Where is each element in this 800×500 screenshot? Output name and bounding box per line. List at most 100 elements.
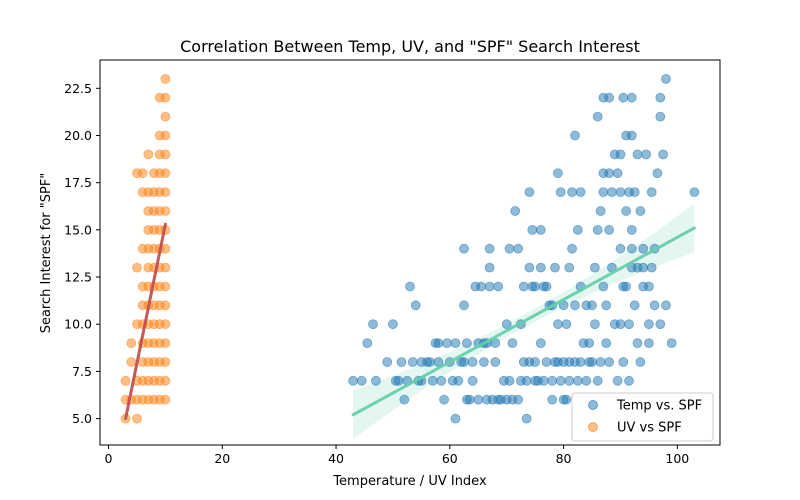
legend-marker-temp — [588, 400, 598, 410]
data-point-s0-168 — [629, 300, 640, 311]
data-point-s0-114 — [572, 375, 583, 386]
data-point-s0-105 — [561, 319, 572, 330]
data-point-s0-156 — [621, 206, 631, 216]
data-point-s0-80 — [530, 357, 540, 367]
data-point-s1-65 — [160, 375, 171, 386]
data-point-s0-177 — [641, 149, 651, 160]
y-tick-label-5: 17.5 — [64, 175, 92, 190]
data-point-s1-34 — [143, 149, 154, 160]
data-point-s0-10 — [399, 394, 410, 405]
data-point-s0-167 — [629, 187, 640, 198]
data-point-s0-126 — [590, 319, 600, 330]
data-point-s0-109 — [567, 187, 577, 198]
data-point-s0-118 — [575, 187, 586, 198]
data-point-s1-71 — [160, 262, 171, 273]
data-point-s0-135 — [598, 187, 609, 198]
data-point-s0-19 — [424, 357, 435, 367]
data-point-s0-141 — [604, 224, 614, 235]
data-point-s0-104 — [561, 394, 572, 405]
data-point-s0-165 — [626, 130, 637, 141]
data-point-s1-10 — [132, 262, 142, 273]
data-point-s0-190 — [661, 74, 671, 84]
data-point-s1-67 — [160, 338, 171, 349]
data-point-s0-115 — [572, 224, 583, 235]
data-point-s0-22 — [433, 338, 444, 349]
y-tick-label-6: 20.0 — [64, 128, 92, 143]
data-point-s0-124 — [587, 357, 597, 367]
data-point-s0-30 — [450, 413, 461, 424]
data-point-s0-9 — [396, 357, 407, 367]
data-point-s1-69 — [160, 300, 171, 311]
data-point-s0-46 — [478, 357, 489, 367]
data-point-s0-86 — [538, 375, 549, 386]
x-tick-label-1: 20 — [214, 451, 230, 466]
data-point-s0-1 — [356, 375, 367, 386]
data-point-s0-116 — [575, 357, 586, 367]
data-point-s0-8 — [393, 375, 404, 386]
fit-line-s1 — [124, 222, 167, 421]
data-point-s0-3 — [368, 319, 378, 330]
data-point-s0-60 — [501, 319, 512, 330]
data-point-s0-166 — [626, 92, 637, 103]
data-point-s0-85 — [535, 224, 546, 235]
data-point-s0-88 — [541, 357, 552, 367]
data-point-s1-2 — [120, 375, 131, 386]
data-point-s0-138 — [601, 300, 612, 311]
data-point-s0-91 — [547, 394, 558, 405]
data-point-s0-171 — [632, 149, 643, 160]
data-point-s0-111 — [570, 130, 580, 141]
data-point-s0-161 — [624, 319, 634, 330]
data-point-s0-176 — [638, 262, 649, 273]
data-point-s0-84 — [535, 262, 546, 273]
data-point-s1-78 — [160, 130, 171, 141]
data-point-s0-153 — [618, 92, 629, 103]
data-point-s0-40 — [467, 357, 478, 367]
data-point-s0-129 — [592, 224, 603, 235]
data-point-s0-96 — [553, 168, 563, 179]
x-tick-label-2: 40 — [328, 451, 344, 466]
x-axis-title: Temperature / UV Index — [332, 474, 487, 489]
data-point-s0-131 — [595, 357, 606, 367]
data-point-s1-64 — [160, 394, 171, 405]
data-point-s0-180 — [644, 338, 654, 349]
data-point-s1-77 — [160, 149, 171, 160]
data-point-s0-95 — [550, 262, 560, 273]
data-point-s0-25 — [439, 394, 450, 405]
data-point-s0-143 — [607, 187, 617, 198]
data-point-s0-2 — [362, 338, 373, 349]
data-point-s1-21 — [137, 168, 148, 179]
data-point-s0-120 — [581, 375, 592, 386]
data-point-s0-173 — [635, 357, 646, 367]
data-point-s0-26 — [442, 338, 452, 349]
data-point-s0-164 — [626, 224, 637, 235]
x-tick-label-5: 100 — [665, 451, 689, 466]
data-point-s0-150 — [615, 243, 626, 254]
data-point-s0-4 — [370, 375, 381, 386]
y-tick-label-4: 15.0 — [64, 222, 92, 237]
data-point-s1-66 — [160, 357, 171, 367]
data-point-s0-36 — [461, 338, 472, 349]
data-point-s0-169 — [632, 338, 643, 349]
data-point-s0-172 — [635, 206, 646, 216]
data-point-s1-5 — [126, 338, 137, 349]
data-point-s0-97 — [553, 319, 563, 330]
data-point-s0-14 — [410, 300, 421, 311]
data-point-s0-61 — [504, 375, 515, 386]
data-point-s0-178 — [644, 319, 654, 330]
data-point-s0-151 — [615, 187, 626, 198]
data-point-s0-125 — [587, 300, 597, 311]
data-point-s0-38 — [464, 394, 475, 405]
data-point-s0-182 — [646, 187, 657, 198]
data-point-s0-149 — [615, 319, 626, 330]
data-point-s0-67 — [513, 243, 523, 254]
data-point-s0-6 — [387, 319, 398, 330]
data-point-s0-5 — [382, 357, 393, 367]
data-point-s0-43 — [473, 394, 484, 405]
data-point-s0-186 — [655, 92, 666, 103]
data-point-s0-50 — [484, 262, 495, 273]
data-point-s0-108 — [564, 262, 575, 273]
data-point-s0-64 — [507, 338, 518, 349]
data-point-s0-83 — [535, 338, 546, 349]
ticks: 0 20 40 60 80 100 5.0 7.5 10.0 12.5 15.0 17.5 20.0 22… — [64, 81, 689, 466]
